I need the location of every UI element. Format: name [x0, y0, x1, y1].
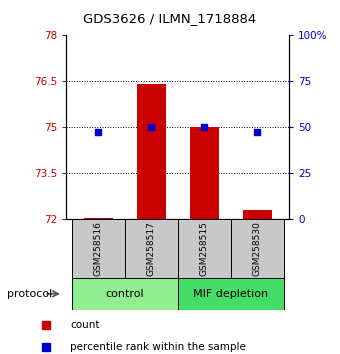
Bar [190, 127, 219, 219]
Point [290, 284, 295, 289]
Text: GSM258517: GSM258517 [147, 221, 156, 276]
Bar [231, 219, 284, 278]
Point [254, 129, 260, 135]
Point [201, 125, 207, 130]
Text: GSM258516: GSM258516 [94, 221, 103, 276]
Bar [72, 278, 177, 310]
Text: GSM258515: GSM258515 [200, 221, 209, 276]
Point [96, 129, 101, 135]
Text: GDS3626 / ILMN_1718884: GDS3626 / ILMN_1718884 [83, 12, 257, 25]
Text: control: control [105, 289, 144, 299]
Point [149, 125, 154, 130]
Text: protocol: protocol [7, 289, 52, 299]
Text: MIF depletion: MIF depletion [193, 289, 268, 299]
Point [290, 81, 295, 86]
Text: GSM258530: GSM258530 [253, 221, 262, 276]
Bar [84, 218, 113, 219]
Bar [137, 85, 166, 219]
Bar [125, 219, 178, 278]
Bar [178, 278, 284, 310]
Bar [178, 219, 231, 278]
Text: percentile rank within the sample: percentile rank within the sample [70, 342, 246, 352]
Bar [72, 219, 125, 278]
Text: count: count [70, 320, 99, 330]
Bar [243, 210, 272, 219]
